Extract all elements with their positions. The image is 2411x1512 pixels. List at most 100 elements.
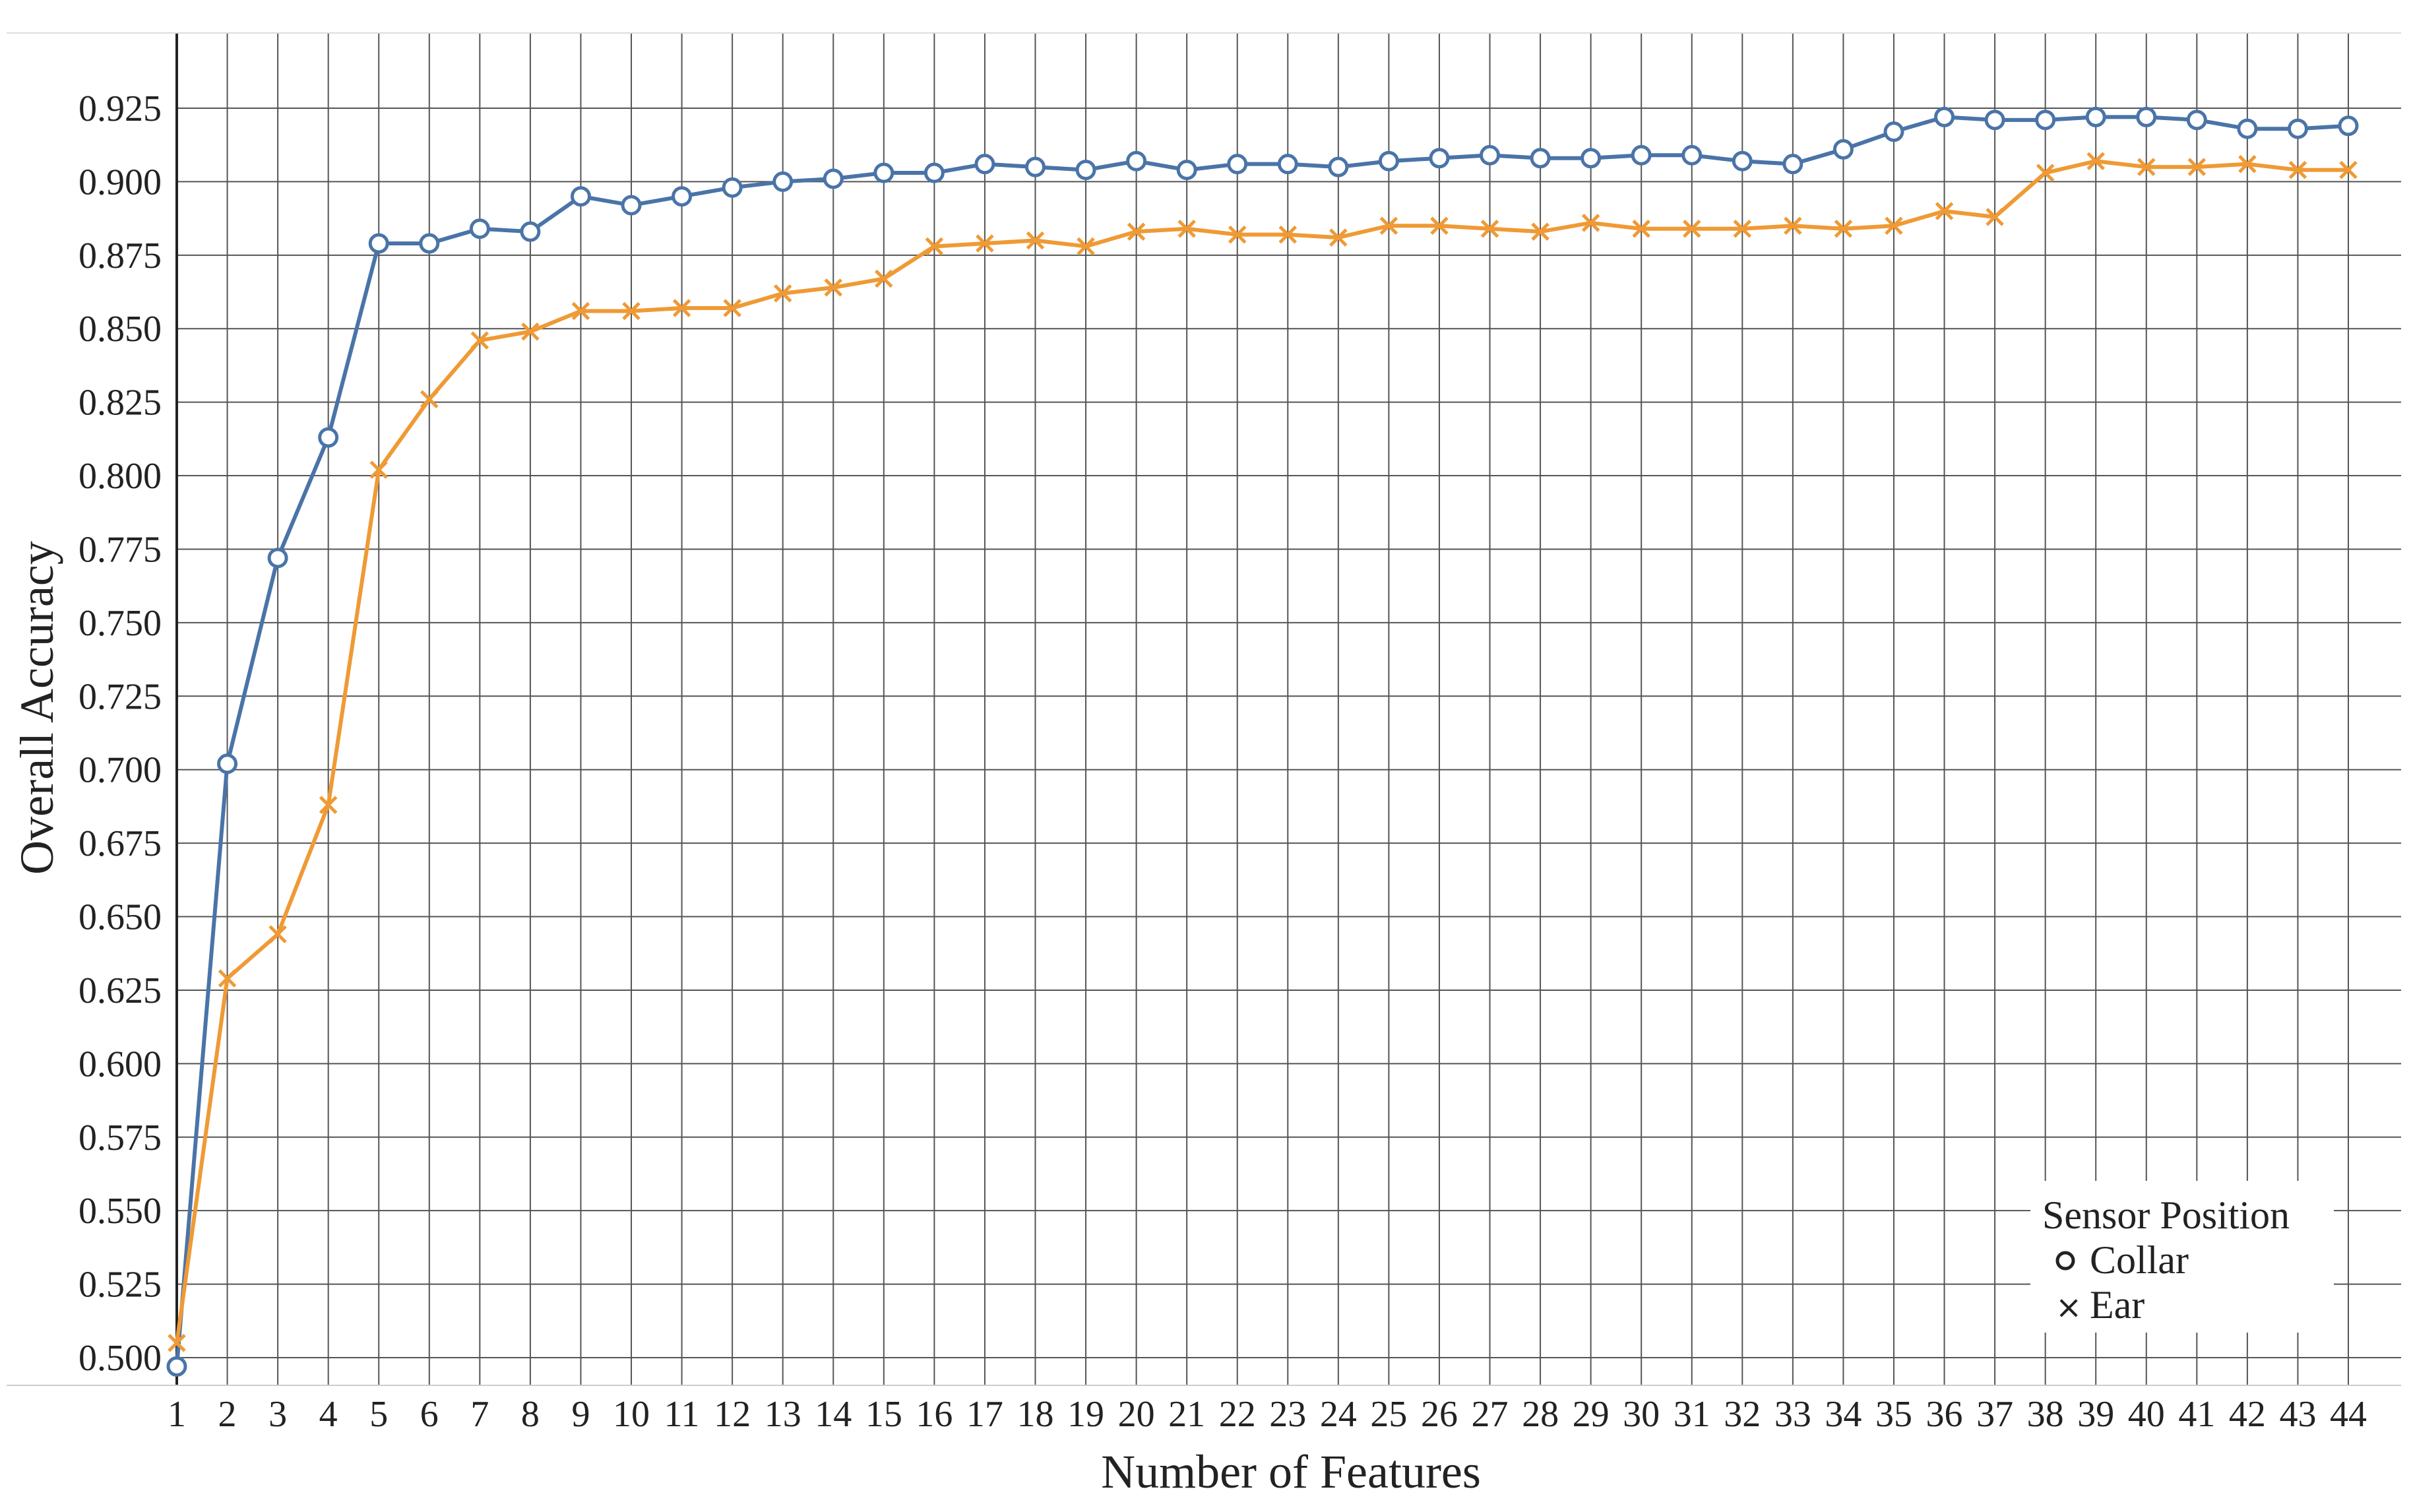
point-ear	[218, 969, 237, 988]
point-ear-stroke-b	[268, 925, 287, 944]
y-tick-label: 0.550	[78, 1191, 162, 1232]
point-collar	[1984, 110, 2005, 131]
point-ear-stroke-b	[622, 301, 641, 321]
x-tick-label: 33	[1774, 1394, 1811, 1435]
series	[166, 106, 2359, 1377]
point-collar	[1378, 150, 1399, 172]
x-tick-label: 12	[714, 1394, 751, 1435]
point-ear-stroke-b	[1834, 219, 1853, 238]
series-line-ear	[175, 159, 2348, 1344]
point-collar	[873, 162, 894, 183]
x-tick-label: 31	[1674, 1394, 1710, 1435]
point-collar	[1126, 150, 1147, 172]
y-tick-label: 0.500	[78, 1338, 162, 1379]
point-ear	[1329, 228, 1348, 247]
x-tick-label: 7	[470, 1394, 489, 1435]
x-tick-label: 22	[1219, 1394, 1256, 1435]
point-ear	[875, 269, 893, 288]
legend-item-collar: Collar	[2055, 1238, 2189, 1282]
point-ear-stroke-b	[1935, 202, 1954, 220]
point-ear-stroke-b	[925, 237, 944, 256]
axes	[7, 32, 2401, 1386]
x-tick-label: 1	[168, 1394, 186, 1435]
point-ear-stroke-b	[2137, 158, 2156, 176]
x-tick-label: 17	[966, 1394, 1003, 1435]
point-ear-stroke-b	[2086, 152, 2105, 170]
point-ear	[2187, 158, 2207, 176]
point-ear	[1935, 202, 1954, 220]
point-ear	[168, 1333, 186, 1352]
point-ear	[723, 299, 741, 317]
legend: Sensor Position Collar × Ear	[2030, 1181, 2334, 1333]
point-ear	[1632, 219, 1650, 238]
point-ear	[976, 234, 994, 253]
point-ear	[571, 301, 590, 321]
x-tick-label: 30	[1623, 1394, 1660, 1435]
point-collar	[2338, 115, 2359, 137]
point-ear	[521, 322, 540, 341]
point-ear-stroke-b	[1986, 208, 2004, 226]
y-tick-label: 0.775	[78, 529, 162, 570]
point-collar	[318, 427, 339, 448]
point-ear	[1026, 231, 1045, 250]
point-ear	[1177, 219, 1196, 238]
point-ear-stroke-b	[1581, 214, 1600, 232]
point-ear-stroke-b	[1430, 216, 1449, 236]
point-collar	[823, 168, 844, 189]
point-ear	[2137, 158, 2156, 176]
point-collar	[1832, 139, 1854, 160]
point-ear-stroke-b	[1127, 222, 1146, 241]
x-tick-label: 41	[2178, 1394, 2215, 1435]
point-collar	[2287, 118, 2308, 139]
point-ear	[1986, 208, 2004, 226]
point-collar	[1075, 160, 1096, 181]
point-collar	[1328, 156, 1349, 177]
point-ear-stroke-b	[824, 278, 843, 297]
x-tick-label: 44	[2330, 1394, 2367, 1435]
point-collar	[2237, 118, 2258, 139]
point-collar	[1480, 144, 1501, 166]
point-collar	[1024, 156, 1046, 177]
point-ear-stroke-b	[1885, 216, 1903, 236]
point-ear-stroke-b	[1480, 219, 1499, 238]
x-tick-label: 24	[1320, 1394, 1357, 1435]
point-collar	[621, 195, 642, 216]
point-ear	[1127, 222, 1146, 241]
point-ear-stroke-b	[672, 299, 691, 317]
x-tick-label: 28	[1522, 1394, 1559, 1435]
x-tick-label: 39	[2077, 1394, 2114, 1435]
legend-circle-icon	[2055, 1251, 2075, 1271]
point-ear-stroke-b	[1329, 228, 1348, 247]
y-tick-label: 0.800	[78, 456, 162, 497]
point-ear	[1885, 216, 1903, 236]
point-ear	[1480, 219, 1499, 238]
x-tick-label: 40	[2128, 1394, 2165, 1435]
point-ear	[2238, 154, 2257, 173]
point-ear-stroke-b	[723, 299, 741, 317]
x-tick-label: 21	[1168, 1394, 1205, 1435]
point-ear	[1379, 216, 1398, 236]
point-ear-stroke-b	[773, 284, 792, 303]
x-tick-label: 3	[268, 1394, 287, 1435]
point-ear	[1077, 237, 1095, 256]
point-collar	[772, 171, 794, 192]
x-tick-label: 8	[521, 1394, 540, 1435]
point-ear-stroke-b	[2238, 154, 2257, 173]
point-collar	[419, 233, 440, 254]
point-collar	[368, 233, 389, 254]
point-ear	[369, 460, 389, 479]
point-collar	[1429, 148, 1450, 169]
x-tick-label: 42	[2229, 1394, 2266, 1435]
x-tick-label: 25	[1370, 1394, 1407, 1435]
point-ear-stroke-b	[420, 390, 439, 408]
legend-title: Sensor Position	[2042, 1193, 2290, 1237]
point-ear	[268, 925, 287, 944]
x-tick-label: 4	[319, 1394, 338, 1435]
point-collar	[1277, 154, 1298, 175]
legend-label-collar: Collar	[2090, 1238, 2189, 1282]
point-ear-stroke-b	[1077, 237, 1095, 256]
x-tick-label: 29	[1573, 1394, 1610, 1435]
x-tick-label: 6	[420, 1394, 439, 1435]
point-collar	[1782, 154, 1803, 175]
point-collar	[974, 154, 995, 175]
